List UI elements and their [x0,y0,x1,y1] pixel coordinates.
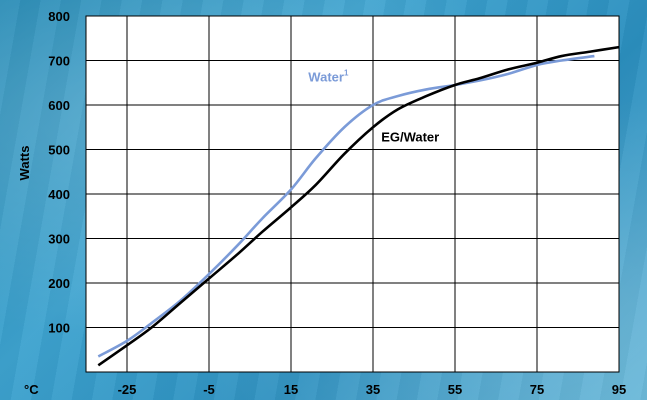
y-tick-label: 300 [48,232,70,247]
water-series-line [97,54,595,358]
y-axis-label: Watts [17,146,32,181]
x-tick-label: -5 [203,382,215,397]
y-tick-label: 100 [48,321,70,336]
y-tick-label: 600 [48,98,70,113]
eg-water-series-label: EG/Water [381,129,439,144]
y-tick-label: 200 [48,276,70,291]
y-tick-label: 800 [48,9,70,24]
x-tick-label: 15 [284,382,298,397]
x-tick-label: -25 [118,382,137,397]
eg-water-series-line [97,45,620,367]
x-tick-label: 35 [366,382,380,397]
x-tick-labels: -25 -5 15 35 55 75 95 [118,382,627,397]
footnote-marker: 1 [344,68,349,77]
series-labels: Water1 EG/Water [308,68,439,144]
y-tick-label: 500 [48,143,70,158]
y-tick-labels: 100 200 300 400 500 600 700 800 [48,9,70,336]
water-series-label: Water1 [308,68,349,84]
y-tick-label: 400 [48,187,70,202]
grid-lines [86,15,620,372]
x-unit-label: °C [24,382,39,397]
y-tick-label: 700 [48,54,70,69]
x-tick-label: 75 [530,382,544,397]
x-tick-label: 95 [612,382,626,397]
x-tick-label: 55 [448,382,462,397]
series-lines [97,45,620,367]
